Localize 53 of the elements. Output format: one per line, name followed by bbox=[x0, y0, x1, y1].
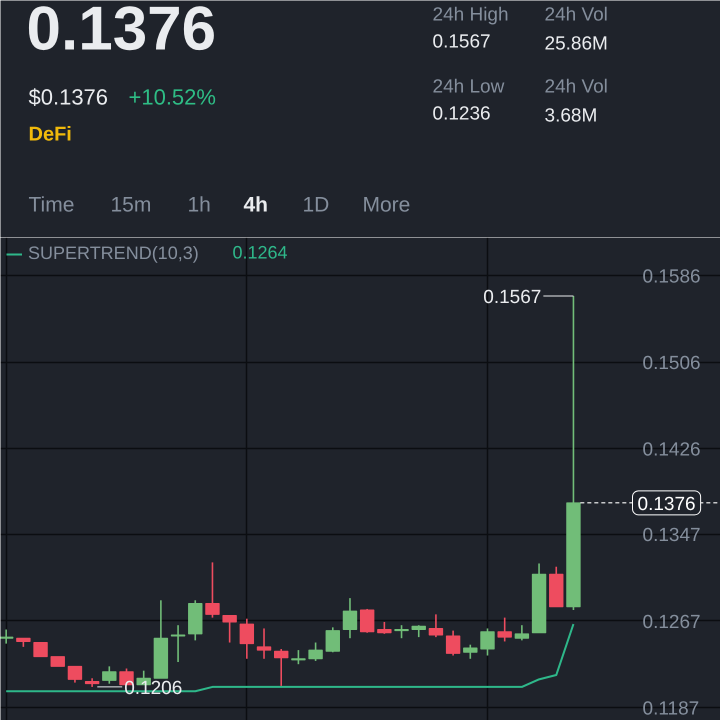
candlestick bbox=[68, 666, 82, 684]
line-series bbox=[5, 623, 574, 692]
candlestick bbox=[222, 614, 237, 644]
candlestick bbox=[342, 597, 358, 639]
legend-label: SUPERTREND(10,3) bbox=[28, 243, 199, 264]
candlestick bbox=[50, 656, 65, 667]
text: 4h bbox=[244, 194, 268, 216]
candlestick bbox=[446, 630, 460, 656]
candlestick bbox=[394, 624, 409, 639]
candlestick bbox=[326, 626, 340, 654]
y-tick-label: 0.1267 bbox=[642, 612, 701, 633]
candlestick bbox=[497, 616, 512, 642]
text: DeFi bbox=[28, 124, 72, 146]
candlestick bbox=[274, 648, 288, 687]
text: +10.52% bbox=[128, 84, 216, 110]
candlestick bbox=[514, 624, 530, 642]
candlestick bbox=[463, 644, 478, 660]
text: 25.86M bbox=[544, 34, 608, 54]
text: 24h Vol bbox=[544, 76, 608, 98]
candlestick bbox=[102, 666, 117, 684]
text: 24h Low bbox=[432, 76, 505, 98]
ref-line-label: 0.1376 bbox=[638, 494, 696, 515]
candlestick bbox=[480, 628, 495, 656]
text: 24h High bbox=[432, 4, 509, 26]
text: 0.1567 bbox=[432, 32, 491, 52]
candlestick bbox=[291, 649, 306, 665]
text: $0.1376 bbox=[28, 84, 108, 110]
candlestick bbox=[33, 642, 48, 658]
y-tick-label: 0.1586 bbox=[642, 266, 701, 288]
text: Time bbox=[28, 194, 74, 216]
text: 0.1236 bbox=[432, 104, 491, 124]
chart-title: 0.1376 bbox=[26, 0, 216, 64]
annotation: 0.1567 bbox=[483, 286, 542, 308]
y-tick-label: 0.1187 bbox=[642, 698, 700, 720]
candlestick bbox=[205, 562, 220, 618]
candlestick bbox=[412, 624, 426, 638]
candlestick bbox=[256, 628, 272, 660]
annotation: 0.1264 bbox=[232, 242, 288, 262]
y-tick-label: 0.1426 bbox=[642, 440, 701, 461]
candlestick bbox=[360, 608, 374, 634]
candlestick bbox=[170, 624, 186, 663]
candlestick bbox=[240, 618, 254, 660]
text: More bbox=[362, 194, 410, 216]
candlestick bbox=[428, 614, 444, 638]
text: 24h Vol bbox=[544, 4, 608, 26]
text: 1D bbox=[302, 194, 330, 216]
text: 1h bbox=[188, 194, 211, 216]
text: 3.68M bbox=[544, 106, 598, 126]
y-tick-label: 0.1506 bbox=[642, 353, 701, 374]
candlestick bbox=[377, 621, 392, 635]
text: 15m bbox=[110, 194, 152, 216]
y-tick-label: 0.1347 bbox=[642, 525, 701, 546]
candlestick bbox=[308, 642, 323, 662]
